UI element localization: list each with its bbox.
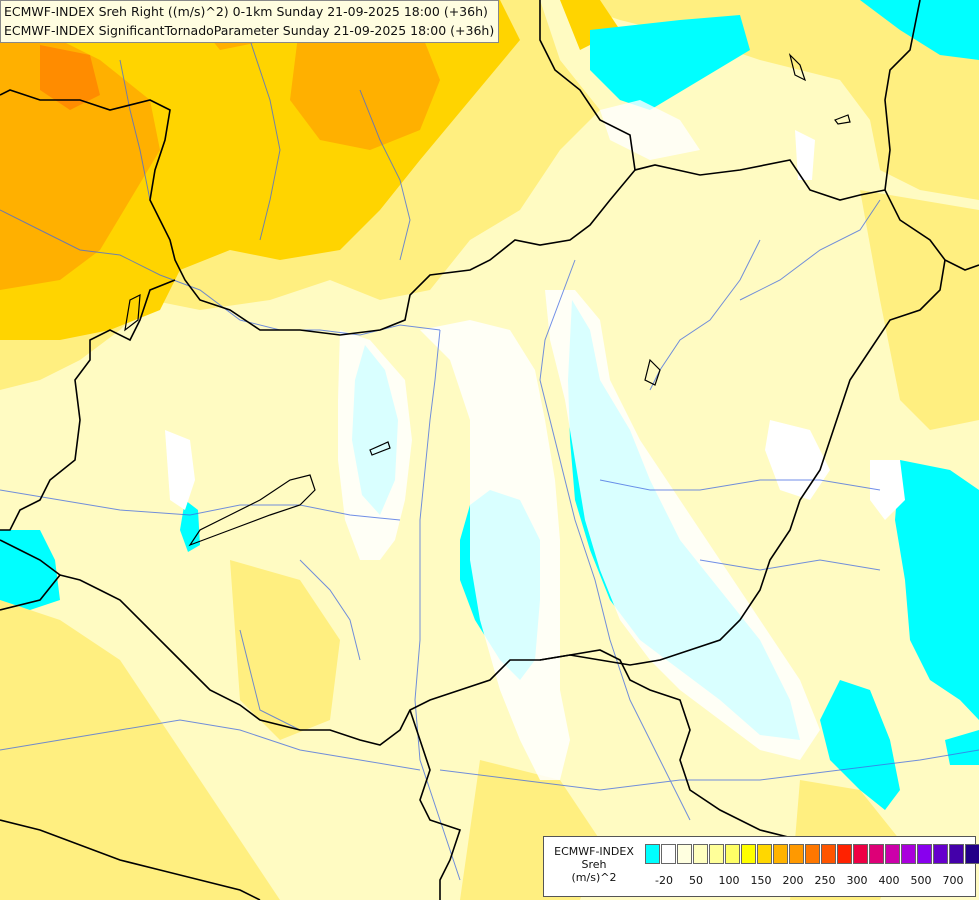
legend-tick-label: 300 [846,874,868,887]
legend-tick-label: 400 [878,874,900,887]
legend-swatch [901,844,916,864]
legend-swatch [949,844,964,864]
color-legend: ECMWF-INDEX Sreh (m/s)^2 -20 50 100 150 200 2… [543,836,979,897]
legend-tick-label: 200 [782,874,804,887]
map-title-box: ECMWF-INDEX Sreh Right ((m/s)^2) 0-1km S… [0,0,500,43]
legend-swatch [693,844,708,864]
legend-swatches [645,844,979,864]
legend-tick-label: 150 [750,874,772,887]
river-lines [0,39,979,881]
legend-swatch [821,844,836,864]
legend-swatch [965,844,979,864]
legend-swatch [885,844,900,864]
legend-title: ECMWF-INDEX Sreh (m/s)^2 [546,845,642,884]
orange-fields-2 [0,0,440,290]
legend-swatch [725,844,740,864]
title-line-1: ECMWF-INDEX Sreh Right ((m/s)^2) 0-1km S… [4,4,488,19]
legend-swatch [645,844,660,864]
legend-swatch [757,844,772,864]
legend-swatch [789,844,804,864]
legend-swatch [853,844,868,864]
legend-swatch [773,844,788,864]
legend-tick-label: 250 [814,874,836,887]
legend-tick-label: 500 [910,874,932,887]
legend-swatch [805,844,820,864]
title-line-2: ECMWF-INDEX SignificantTornadoParameter … [4,23,495,38]
legend-swatch [933,844,948,864]
legend-title-line-3: (m/s)^2 [571,871,617,884]
legend-ticks: -20 50 100 150 200 250 300 400 500 700 [642,874,972,890]
legend-swatch [741,844,756,864]
legend-swatch [661,844,676,864]
legend-swatch [917,844,932,864]
legend-tick-label: 50 [689,874,703,887]
legend-tick-label: 100 [718,874,740,887]
white-regions [165,100,905,780]
legend-swatch [869,844,884,864]
legend-title-line-1: ECMWF-INDEX [554,845,634,858]
legend-swatch [837,844,852,864]
legend-title-line-2: Sreh [581,858,607,871]
legend-swatch [709,844,724,864]
legend-tick-label: -20 [655,874,673,887]
legend-tick-label: 700 [942,874,964,887]
legend-swatch [677,844,692,864]
